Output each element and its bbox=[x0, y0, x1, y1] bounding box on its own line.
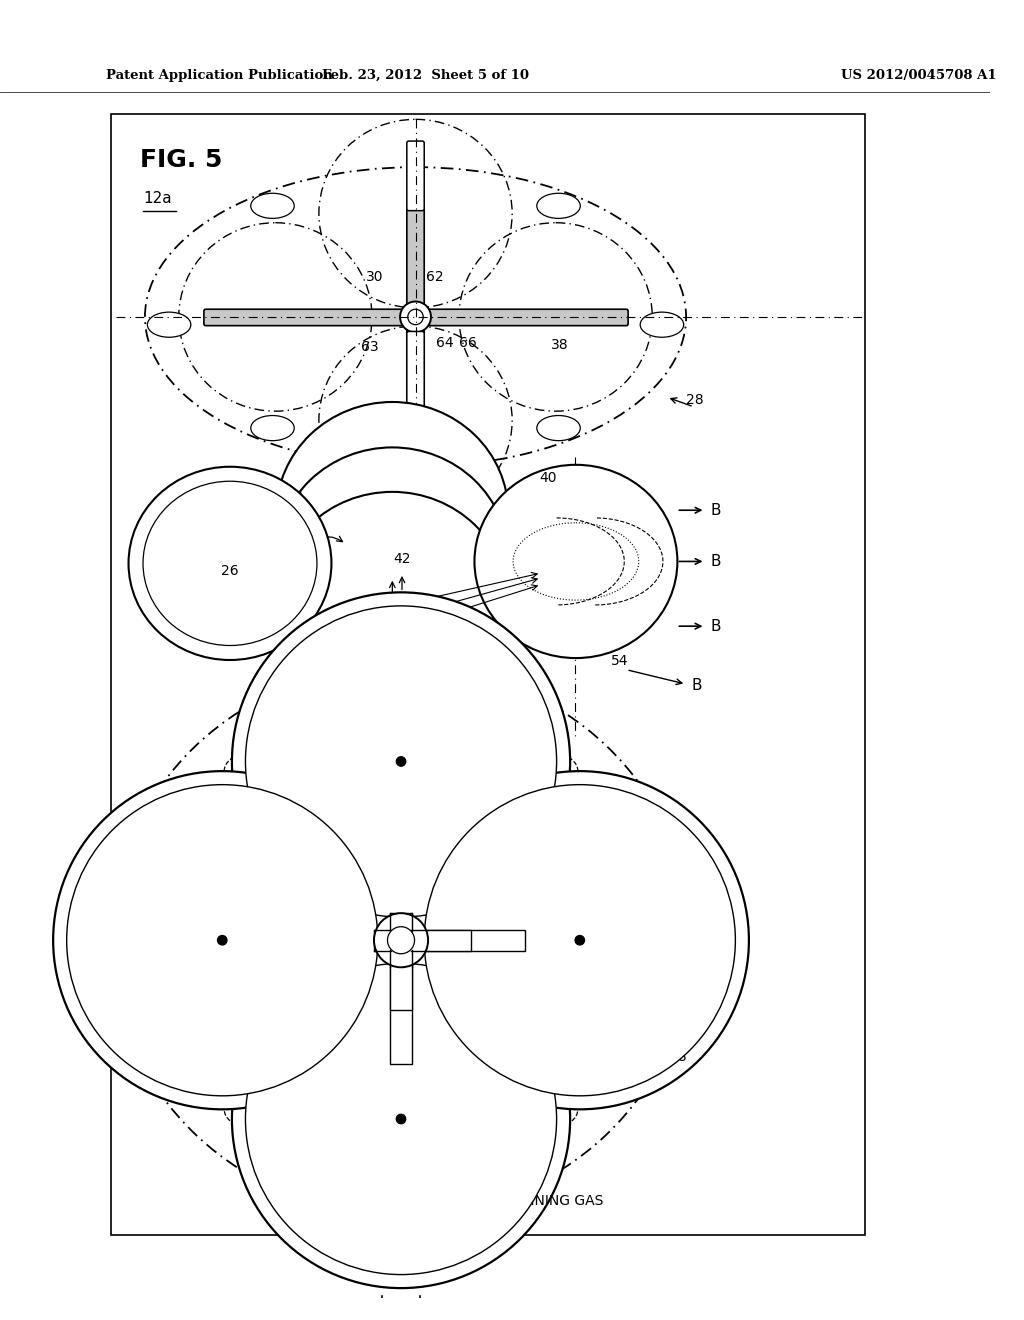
Text: 62: 62 bbox=[426, 271, 443, 284]
Ellipse shape bbox=[474, 465, 678, 659]
Circle shape bbox=[246, 606, 557, 917]
Circle shape bbox=[217, 936, 227, 945]
Text: 38: 38 bbox=[531, 888, 549, 903]
Ellipse shape bbox=[276, 447, 508, 669]
Circle shape bbox=[411, 771, 749, 1109]
FancyBboxPatch shape bbox=[204, 309, 628, 326]
Ellipse shape bbox=[224, 754, 268, 788]
Text: 30: 30 bbox=[365, 892, 382, 907]
Text: Feb. 23, 2012  Sheet 5 of 10: Feb. 23, 2012 Sheet 5 of 10 bbox=[322, 69, 528, 82]
Text: 12a: 12a bbox=[143, 191, 172, 206]
Circle shape bbox=[408, 309, 423, 325]
Circle shape bbox=[246, 964, 557, 1275]
FancyBboxPatch shape bbox=[390, 913, 412, 1010]
Text: 26: 26 bbox=[221, 564, 239, 578]
Text: 38: 38 bbox=[551, 338, 568, 352]
Ellipse shape bbox=[116, 923, 161, 957]
Text: 63: 63 bbox=[361, 339, 379, 354]
Text: 42: 42 bbox=[393, 552, 411, 566]
Text: 22: 22 bbox=[274, 524, 292, 539]
Ellipse shape bbox=[640, 312, 684, 337]
FancyBboxPatch shape bbox=[407, 141, 424, 211]
Text: A: A bbox=[146, 554, 157, 569]
Text: 74: 74 bbox=[625, 1035, 642, 1049]
Text: FUEL GAS: FUEL GAS bbox=[420, 1170, 488, 1184]
Circle shape bbox=[231, 950, 570, 1288]
Ellipse shape bbox=[129, 467, 332, 660]
Ellipse shape bbox=[251, 193, 294, 218]
Text: 68: 68 bbox=[392, 793, 410, 808]
Circle shape bbox=[374, 913, 428, 968]
Text: 20: 20 bbox=[281, 507, 298, 521]
Text: 24: 24 bbox=[286, 490, 303, 503]
Text: 36: 36 bbox=[424, 1078, 441, 1092]
Text: 54: 54 bbox=[610, 653, 628, 668]
Text: B: B bbox=[692, 677, 702, 693]
FancyBboxPatch shape bbox=[374, 929, 471, 950]
Ellipse shape bbox=[276, 492, 508, 714]
Ellipse shape bbox=[537, 416, 581, 441]
Text: 40: 40 bbox=[540, 471, 557, 486]
Ellipse shape bbox=[251, 416, 294, 441]
Text: US 2012/0045708 A1: US 2012/0045708 A1 bbox=[841, 69, 996, 82]
Text: 64: 64 bbox=[435, 335, 454, 350]
Text: FIG. 5: FIG. 5 bbox=[140, 148, 222, 172]
FancyBboxPatch shape bbox=[428, 929, 524, 950]
Text: 30: 30 bbox=[367, 271, 384, 284]
Circle shape bbox=[424, 784, 735, 1096]
FancyBboxPatch shape bbox=[407, 331, 424, 422]
Ellipse shape bbox=[276, 403, 508, 624]
Circle shape bbox=[53, 771, 391, 1109]
FancyBboxPatch shape bbox=[390, 968, 412, 1064]
Ellipse shape bbox=[147, 312, 190, 337]
Ellipse shape bbox=[642, 923, 686, 957]
Text: B: B bbox=[711, 554, 721, 569]
Ellipse shape bbox=[224, 1093, 268, 1126]
FancyBboxPatch shape bbox=[407, 209, 424, 425]
Circle shape bbox=[67, 784, 378, 1096]
Text: 34: 34 bbox=[333, 920, 351, 933]
Text: 32: 32 bbox=[407, 874, 424, 887]
Text: Patent Application Publication: Patent Application Publication bbox=[106, 69, 333, 82]
Text: 72: 72 bbox=[124, 920, 141, 933]
Text: B: B bbox=[711, 619, 721, 634]
Text: 68: 68 bbox=[375, 612, 392, 626]
Text: OXYGEN-CONTAINING GAS: OXYGEN-CONTAINING GAS bbox=[420, 1195, 604, 1208]
Text: 66: 66 bbox=[459, 335, 476, 350]
Circle shape bbox=[396, 1114, 406, 1123]
Text: 56: 56 bbox=[385, 1064, 403, 1078]
Ellipse shape bbox=[537, 193, 581, 218]
Text: 28: 28 bbox=[686, 393, 703, 407]
Ellipse shape bbox=[143, 482, 317, 645]
Circle shape bbox=[574, 936, 585, 945]
Text: B: B bbox=[711, 503, 721, 517]
Circle shape bbox=[396, 756, 406, 767]
Circle shape bbox=[387, 927, 415, 954]
Bar bbox=[112, 114, 865, 1236]
Ellipse shape bbox=[534, 754, 578, 788]
Text: 28: 28 bbox=[669, 1049, 686, 1064]
Circle shape bbox=[231, 593, 570, 931]
Ellipse shape bbox=[534, 1093, 578, 1126]
Circle shape bbox=[400, 301, 431, 333]
